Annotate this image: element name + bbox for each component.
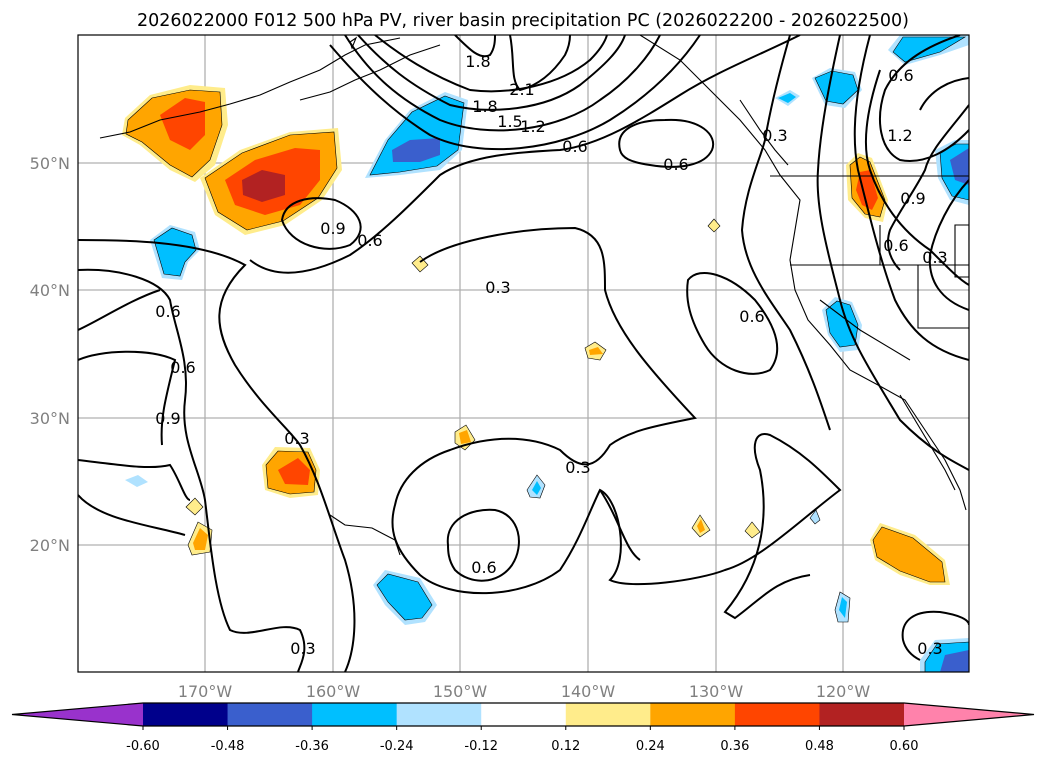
lon-tick-label: 170°W [178,682,233,701]
contour-labels: 1.8 2.1 1.8 1.5 1.2 0.6 0.6 0.9 0.6 0.3 … [155,52,947,658]
colorbar-extend-high [904,703,1034,726]
precip-fill [122,35,969,672]
colorbar-segment [227,703,313,726]
contour-label: 0.6 [471,558,496,577]
contour-label: 0.3 [922,248,947,267]
contour-label: 0.3 [762,126,787,145]
lat-tick-label: 30°N [30,409,70,428]
lat-tick-label: 40°N [30,281,70,300]
lon-tick-label: 160°W [306,682,361,701]
contour-label: 0.9 [320,219,345,238]
colorbar-tick-label: 0.48 [805,739,834,754]
contour-label: 0.6 [883,236,908,255]
colorbar-tick-label: -0.12 [464,739,498,754]
colorbar-segment [734,703,820,726]
contour-label: 0.3 [565,458,590,477]
contour-label: 0.9 [155,409,180,428]
colorbar-segment [396,703,482,726]
colorbar-segment [650,703,736,726]
colorbar-tick-label: -0.36 [295,739,329,754]
colorbar-tick-label: -0.48 [211,739,245,754]
contour-label: 0.6 [739,307,764,326]
contour-label: 0.3 [917,639,942,658]
colorbar-tick-label: 0.60 [890,739,919,754]
contour-label: 1.8 [465,52,490,71]
colorbar-segment [143,703,229,726]
colorbar-tick-label: 0.36 [720,739,749,754]
contour-label: 0.3 [290,639,315,658]
colorbar-segment [481,703,567,726]
contour-label: 0.3 [284,429,309,448]
colorbar-extend-low [12,703,143,726]
colorbar-segment [565,703,651,726]
lon-tick-label: 140°W [561,682,616,701]
pv-contours [78,35,969,672]
colorbar-segment [819,703,905,726]
lat-tick-label: 20°N [30,536,70,555]
contour-label: 0.6 [663,155,688,174]
colorbar-segment [312,703,398,726]
contour-label: 0.6 [357,231,382,250]
contour-label: 1.2 [887,126,912,145]
contour-label: 1.5 [497,112,522,131]
map-frame [77,34,970,673]
lon-ticks: 170°W 160°W 150°W 140°W 130°W 120°W [178,682,871,701]
contour-label: 0.9 [900,189,925,208]
contour-label: 0.6 [888,66,913,85]
lat-tick-label: 50°N [30,154,70,173]
colorbar-tick-label: -0.60 [126,739,160,754]
contour-label: 1.8 [472,97,497,116]
chart-title: 2026022000 F012 500 hPa PV, river basin … [137,11,909,31]
contour-label: 0.3 [485,278,510,297]
lon-tick-label: 150°W [433,682,488,701]
contour-label: 2.1 [509,80,534,99]
map-area: 1.8 2.1 1.8 1.5 1.2 0.6 0.6 0.9 0.6 0.3 … [78,35,969,672]
contour-label: 0.6 [155,302,180,321]
contour-label: 0.6 [170,358,195,377]
colorbar: -0.60 -0.48 -0.36 -0.24 -0.12 0.12 0.24 0.36 0.4… [11,702,1035,754]
lat-ticks: 50°N 40°N 30°N 20°N [30,154,70,555]
contour-label: 0.6 [562,137,587,156]
lon-tick-label: 120°W [816,682,871,701]
colorbar-tick-label: 0.24 [636,739,665,754]
colorbar-tick-label: -0.24 [380,739,414,754]
colorbar-tick-label: 0.12 [551,739,580,754]
contour-label: 1.2 [520,117,545,136]
lon-tick-label: 130°W [689,682,744,701]
